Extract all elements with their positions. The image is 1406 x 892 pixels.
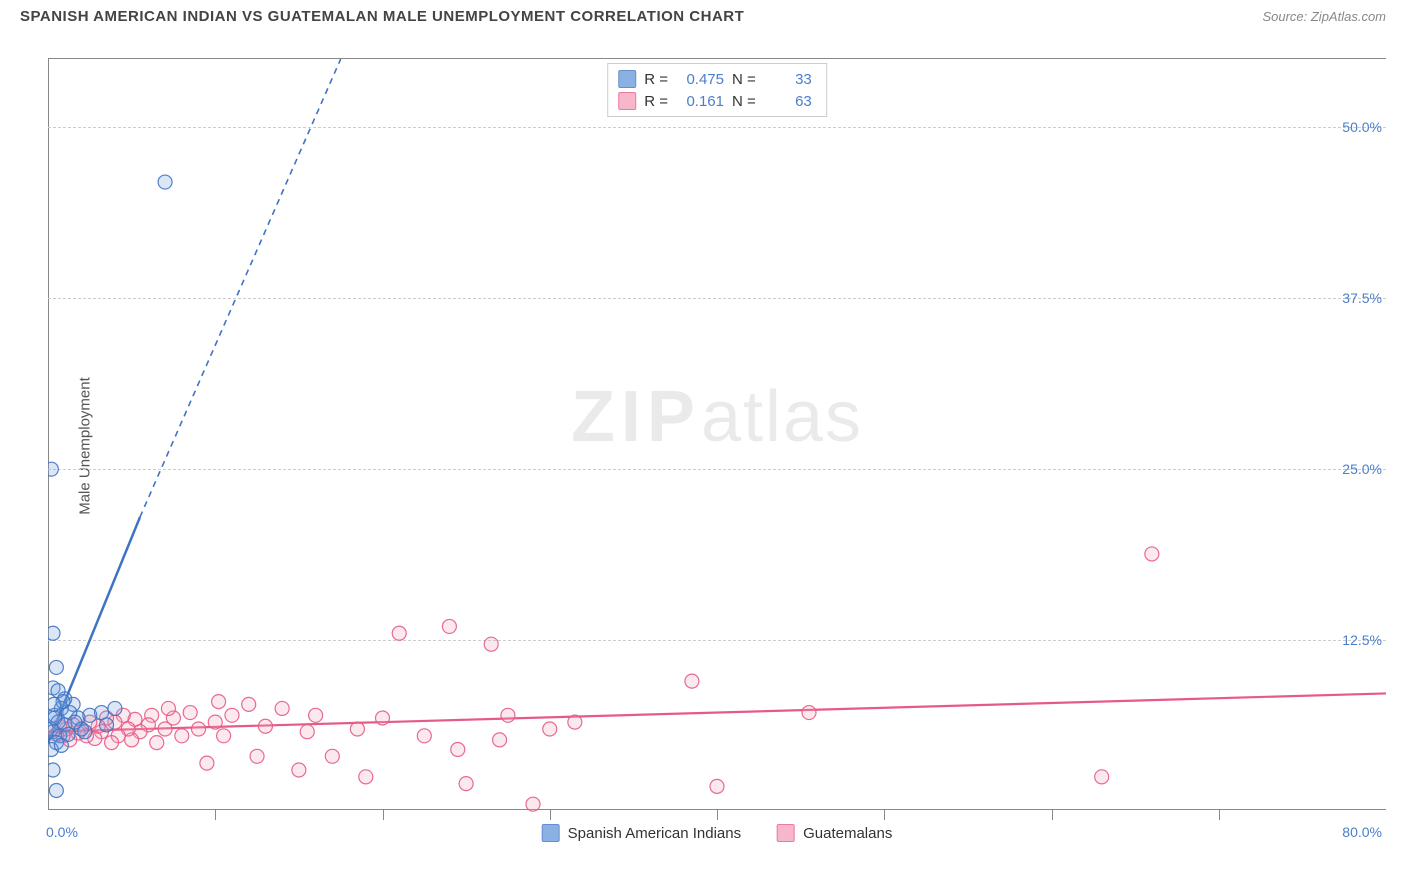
- data-point: [208, 715, 222, 729]
- data-point: [1145, 547, 1159, 561]
- data-point: [501, 708, 515, 722]
- data-point: [175, 729, 189, 743]
- data-point: [376, 711, 390, 725]
- data-point: [802, 706, 816, 720]
- chart-title: SPANISH AMERICAN INDIAN VS GUATEMALAN MA…: [20, 8, 744, 25]
- legend-swatch-series-a: [542, 824, 560, 842]
- regression-line: [140, 59, 341, 517]
- data-point: [484, 637, 498, 651]
- data-point: [100, 718, 114, 732]
- data-point: [392, 626, 406, 640]
- data-point: [292, 763, 306, 777]
- data-point: [451, 742, 465, 756]
- data-point: [710, 779, 724, 793]
- data-point: [158, 722, 172, 736]
- data-point: [526, 797, 540, 811]
- data-point: [442, 619, 456, 633]
- data-point: [51, 684, 65, 698]
- data-point: [48, 462, 58, 476]
- stats-row-series-b: R = 0.161 N = 63: [618, 90, 812, 112]
- series-legend: Spanish American Indians Guatemalans: [542, 824, 893, 842]
- correlation-stats-box: R = 0.475 N = 33 R = 0.161 N = 63: [607, 63, 827, 117]
- n-label: N =: [732, 71, 756, 88]
- data-point: [300, 725, 314, 739]
- r-label: R =: [644, 93, 668, 110]
- n-label: N =: [732, 93, 756, 110]
- data-point: [192, 722, 206, 736]
- scatter-plot: [48, 59, 1386, 839]
- swatch-series-b: [618, 92, 636, 110]
- data-point: [49, 783, 63, 797]
- data-point: [49, 660, 63, 674]
- data-point: [48, 763, 60, 777]
- n-value-series-b: 63: [764, 93, 812, 110]
- legend-label-series-b: Guatemalans: [803, 825, 892, 842]
- data-point: [225, 708, 239, 722]
- data-point: [1095, 770, 1109, 784]
- data-point: [217, 729, 231, 743]
- swatch-series-a: [618, 70, 636, 88]
- data-point: [108, 701, 122, 715]
- data-point: [54, 738, 68, 752]
- data-point: [250, 749, 264, 763]
- data-point: [685, 674, 699, 688]
- r-value-series-a: 0.475: [676, 71, 724, 88]
- data-point: [242, 697, 256, 711]
- data-point: [493, 733, 507, 747]
- data-point: [568, 715, 582, 729]
- data-point: [48, 697, 61, 711]
- legend-item-series-a: Spanish American Indians: [542, 824, 741, 842]
- data-point: [183, 706, 197, 720]
- data-point: [543, 722, 557, 736]
- source-attribution: Source: ZipAtlas.com: [1262, 9, 1386, 24]
- r-value-series-b: 0.161: [676, 93, 724, 110]
- data-point: [350, 722, 364, 736]
- data-point: [275, 701, 289, 715]
- data-point: [258, 719, 272, 733]
- n-value-series-a: 33: [764, 71, 812, 88]
- data-point: [48, 626, 60, 640]
- data-point: [459, 777, 473, 791]
- data-point: [359, 770, 373, 784]
- data-point: [309, 708, 323, 722]
- data-point: [48, 711, 62, 725]
- data-point: [161, 701, 175, 715]
- chart-plot-area: 12.5%25.0%37.5%50.0% 0.0% 80.0% ZIPatlas…: [48, 58, 1386, 838]
- data-point: [417, 729, 431, 743]
- data-point: [212, 695, 226, 709]
- legend-swatch-series-b: [777, 824, 795, 842]
- legend-label-series-a: Spanish American Indians: [568, 825, 741, 842]
- data-point: [105, 736, 119, 750]
- r-label: R =: [644, 71, 668, 88]
- stats-row-series-a: R = 0.475 N = 33: [618, 68, 812, 90]
- data-point: [150, 736, 164, 750]
- data-point: [78, 725, 92, 739]
- legend-item-series-b: Guatemalans: [777, 824, 892, 842]
- data-point: [158, 175, 172, 189]
- data-point: [325, 749, 339, 763]
- data-point: [200, 756, 214, 770]
